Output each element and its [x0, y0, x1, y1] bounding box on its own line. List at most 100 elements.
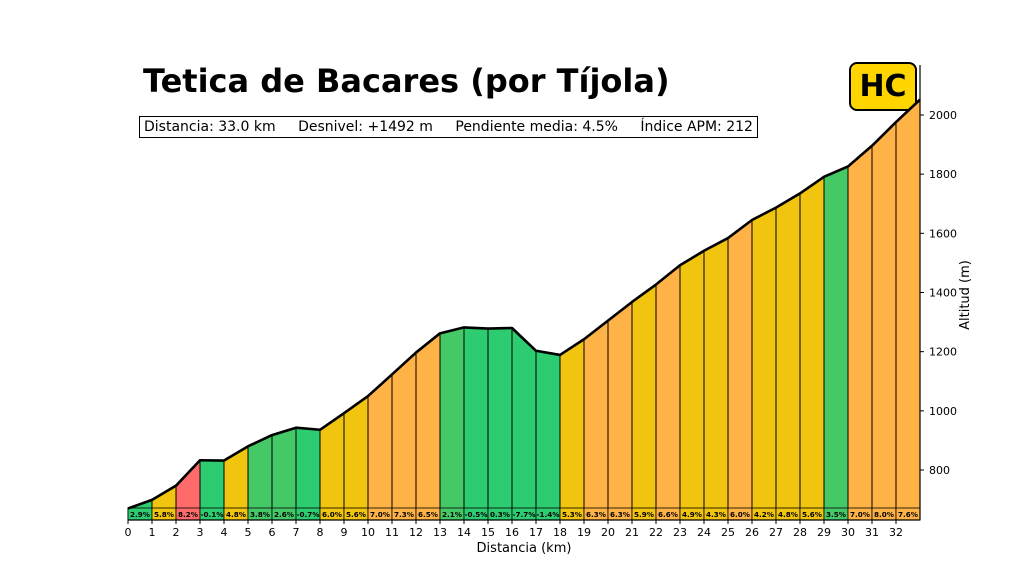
gradient-label: 0.3% [490, 510, 510, 519]
gradient-strip-layer: 2.9% 5.8% 8.2% -0.1% 4.8% 3.8% 2.6% -0.7% 6.0% 5.… [127, 507, 921, 521]
profile-segment [631, 283, 657, 521]
profile-segment [535, 350, 561, 521]
segments-layer [127, 98, 921, 521]
gradient-label: 8.2% [178, 510, 198, 519]
gradient-label: 6.3% [586, 510, 606, 519]
x-tick-label: 7 [293, 526, 300, 539]
x-tick-label: 22 [649, 526, 663, 539]
x-tick-label: 0 [125, 526, 132, 539]
profile-segment [847, 144, 873, 521]
profile-segment [727, 219, 753, 521]
profile-segment [799, 175, 825, 521]
x-tick-label: 30 [841, 526, 855, 539]
gradient-label: 6.3% [610, 510, 630, 519]
gradient-label: 3.8% [250, 510, 270, 519]
x-axis-label: Distancia (km) [477, 541, 572, 556]
profile-segment [439, 326, 465, 521]
x-tick-label: 12 [409, 526, 423, 539]
profile-segment [511, 326, 537, 521]
gradient-label: 5.3% [562, 510, 582, 519]
gradient-label: 6.5% [418, 510, 438, 519]
gradient-label: -0.5% [465, 510, 488, 519]
x-tick-label: 21 [625, 526, 639, 539]
profile-line-layer [127, 98, 921, 510]
x-tick-label: 6 [269, 526, 276, 539]
x-tick-label: 9 [341, 526, 348, 539]
profile-segment [319, 412, 345, 521]
gradient-label: 4.3% [706, 510, 726, 519]
gradient-label: 6.0% [730, 510, 750, 519]
gradient-label: 2.1% [442, 510, 462, 519]
x-tick-label: 32 [889, 526, 903, 539]
profile-segment [367, 373, 393, 521]
gradient-label: -7.7% [513, 510, 536, 519]
profile-segment [823, 165, 849, 521]
gradient-label: 5.6% [802, 510, 822, 519]
x-tick-label: 17 [529, 526, 543, 539]
x-tick-label: 8 [317, 526, 324, 539]
gradient-label: 7.3% [394, 510, 414, 519]
profile-segment [607, 300, 633, 521]
gradient-label: 4.2% [754, 510, 774, 519]
profile-segment [895, 98, 921, 521]
stat-distance: Distancia: 33.0 km [144, 119, 276, 135]
x-tick-label: 11 [385, 526, 399, 539]
gradient-label: 3.5% [826, 510, 846, 519]
x-tick-label: 26 [745, 526, 759, 539]
x-tick-label: 10 [361, 526, 375, 539]
gradient-label: 7.6% [898, 510, 918, 519]
x-tick-label: 25 [721, 526, 735, 539]
profile-segment [751, 206, 777, 521]
y-axis: 800 1000 1200 1400 1600 1800 2000 [919, 65, 957, 520]
gradient-label: -1.4% [537, 510, 560, 519]
y-tick-label: 1800 [929, 168, 957, 181]
x-tick-label: 16 [505, 526, 519, 539]
y-tick-label: 1200 [929, 346, 957, 359]
x-tick-label: 19 [577, 526, 591, 539]
x-tick-label: 3 [197, 526, 204, 539]
profile-segment [655, 264, 681, 521]
profile-segment [391, 351, 417, 521]
gradient-label: 7.0% [850, 510, 870, 519]
category-badge: HC [849, 62, 917, 111]
stat-apm: Índice APM: 212 [640, 119, 753, 135]
gradient-label: 2.9% [130, 510, 150, 519]
x-tick-label: 5 [245, 526, 252, 539]
stats-box: Distancia: 33.0 km Desnivel: +1492 m Pen… [139, 116, 758, 138]
gradient-label: 4.9% [682, 510, 702, 519]
y-axis-label: Altitud (m) [958, 260, 973, 330]
y-tick-label: 2000 [929, 109, 957, 122]
x-tick-label: 28 [793, 526, 807, 539]
profile-segment [295, 427, 321, 521]
y-tick-label: 1000 [929, 405, 957, 418]
profile-segment [559, 338, 585, 521]
profile-segment [679, 249, 705, 521]
y-tick-label: 1400 [929, 287, 957, 300]
stat-elevation: Desnivel: +1492 m [298, 119, 433, 135]
profile-segment [343, 395, 369, 521]
x-tick-label: 18 [553, 526, 567, 539]
x-tick-label: 14 [457, 526, 471, 539]
x-tick-label: 23 [673, 526, 687, 539]
profile-segment [703, 237, 729, 521]
gradient-label: 4.8% [778, 510, 798, 519]
gradient-label: 4.8% [226, 510, 246, 519]
profile-segment [415, 332, 441, 521]
gradient-label: 6.0% [322, 510, 342, 519]
profile-segment [487, 327, 513, 521]
gradient-label: 5.8% [154, 510, 174, 519]
profile-segment [871, 120, 897, 521]
x-axis: 0 1 2 3 4 5 6 7 8 9 10 11 12 13 14 15 16 17 18 19 20 21 22 23 24… [125, 519, 920, 539]
profile-segment [583, 319, 609, 521]
x-tick-label: 2 [173, 526, 180, 539]
gradient-label: -0.1% [201, 510, 224, 519]
x-tick-label: 24 [697, 526, 711, 539]
profile-segment [463, 326, 489, 521]
gradient-label: 2.6% [274, 510, 294, 519]
gradient-label: 5.9% [634, 510, 654, 519]
y-tick-label: 1600 [929, 227, 957, 240]
x-tick-label: 1 [149, 526, 156, 539]
profile-segment [247, 434, 273, 521]
profile-segment [775, 192, 801, 521]
